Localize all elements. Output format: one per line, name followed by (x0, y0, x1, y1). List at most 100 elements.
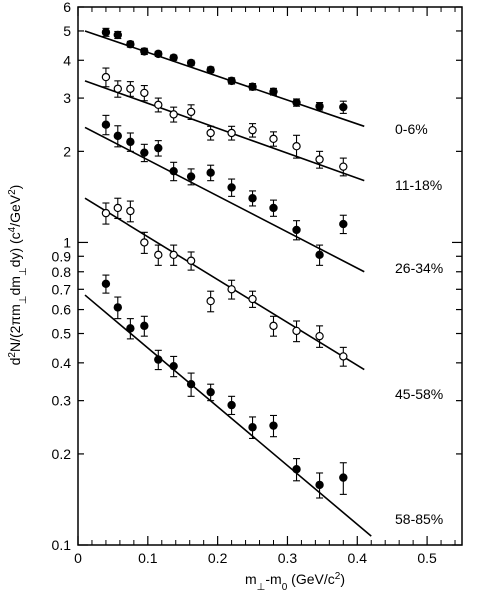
data-point-open (169, 110, 178, 119)
y-tick-label: 6 (63, 0, 71, 15)
data-point-open (227, 128, 236, 138)
data-point-open (269, 134, 278, 144)
data-point-filled (292, 98, 301, 107)
data-point-filled (206, 168, 215, 177)
data-point-filled (339, 102, 348, 112)
data-point-filled (140, 148, 149, 157)
data-point-open (292, 326, 301, 336)
y-tick-label: 4 (63, 52, 71, 68)
x-tick-label: 0.5 (417, 550, 437, 566)
y-tick-label: 0.4 (52, 355, 72, 371)
data-point-filled (315, 102, 324, 111)
data-point-filled (269, 203, 278, 213)
data-point-open (101, 72, 111, 82)
x-tick-label: 0.4 (348, 550, 368, 566)
data-point-filled (140, 321, 149, 331)
data-point-filled (113, 303, 122, 312)
x-tick-label: 0.2 (208, 550, 228, 566)
data-point-filled (292, 225, 301, 235)
data-point-open (113, 203, 122, 213)
data-point-open (140, 238, 149, 247)
data-point-filled (101, 120, 111, 129)
data-point-filled (248, 82, 257, 91)
series-label-0: 0-6% (395, 121, 428, 137)
series-layer (84, 27, 372, 537)
series-0 (84, 27, 365, 128)
plot-frame (77, 6, 463, 546)
series-2 (84, 114, 365, 273)
y-tick-label: 5 (63, 23, 71, 39)
data-point-open (126, 206, 135, 216)
data-point-open (292, 142, 301, 151)
data-point-filled (206, 65, 215, 75)
data-point-open (315, 331, 324, 341)
axes: 0 0.1 0.2 0.3 0.4 0.50.10.20.30.40.50.60.70.8… (52, 0, 462, 566)
data-point-filled (315, 250, 324, 260)
data-point-filled (154, 143, 163, 153)
fit-line (84, 294, 372, 537)
data-point-filled (339, 473, 348, 482)
data-point-filled (101, 28, 111, 37)
data-point-filled (169, 361, 178, 371)
data-point-open (248, 294, 257, 304)
data-point-open (113, 84, 122, 93)
y-tick-label: 0.1 (52, 537, 72, 553)
y-tick-label: 1 (63, 234, 71, 250)
data-point-open (248, 125, 257, 135)
data-point-filled (248, 194, 257, 203)
data-point-filled (113, 131, 122, 141)
data-point-open (101, 208, 111, 218)
data-point-open (206, 128, 215, 138)
series-label-4: 58-85% (395, 511, 443, 527)
data-point-filled (315, 480, 324, 490)
series-4 (84, 274, 372, 537)
data-point-filled (186, 58, 196, 68)
data-point-filled (227, 76, 236, 86)
data-point-filled (269, 87, 278, 96)
data-point-filled (140, 47, 149, 56)
data-point-open (186, 256, 196, 265)
data-point-filled (292, 465, 301, 474)
y-tick-label: 0.7 (52, 281, 72, 297)
data-point-filled (227, 183, 236, 192)
data-point-open (227, 285, 236, 294)
y-tick-label: 3 (63, 90, 71, 106)
data-point-filled (339, 219, 348, 229)
data-point-open (140, 88, 149, 98)
data-point-open (339, 352, 348, 361)
data-point-filled (206, 387, 215, 397)
data-point-filled (126, 324, 135, 333)
series-label-1: 11-18% (395, 177, 442, 193)
data-point-open (269, 321, 278, 331)
series-label-2: 26-34% (395, 260, 443, 276)
series-label-3: 45-58% (395, 386, 443, 402)
data-point-filled (154, 49, 163, 59)
data-point-filled (126, 137, 135, 147)
data-point-filled (248, 423, 257, 432)
data-point-open (315, 155, 324, 164)
data-point-filled (101, 279, 111, 288)
data-point-filled (186, 172, 196, 181)
x-tick-label: 0 (74, 550, 82, 566)
y-tick-label: 0.5 (52, 326, 72, 342)
y-tick-label: 0.8 (52, 264, 72, 280)
data-point-filled (126, 40, 135, 49)
data-point-filled (154, 355, 163, 364)
data-point-open (154, 100, 163, 110)
fit-line (84, 80, 365, 182)
y-tick-label: 0.2 (52, 446, 72, 462)
data-point-filled (169, 53, 178, 62)
data-point-open (206, 296, 215, 306)
y-tick-label: 0.9 (52, 248, 72, 264)
data-point-filled (169, 166, 178, 176)
data-point-open (186, 107, 196, 117)
x-axis-label: m⊥-m0 (GeV/c2) (245, 571, 345, 593)
y-tick-label: 2 (63, 143, 71, 159)
data-point-open (154, 250, 163, 260)
data-point-filled (227, 400, 236, 410)
fit-line (84, 126, 365, 273)
series-3 (84, 197, 365, 371)
data-point-open (126, 84, 135, 93)
data-point-filled (269, 421, 278, 430)
